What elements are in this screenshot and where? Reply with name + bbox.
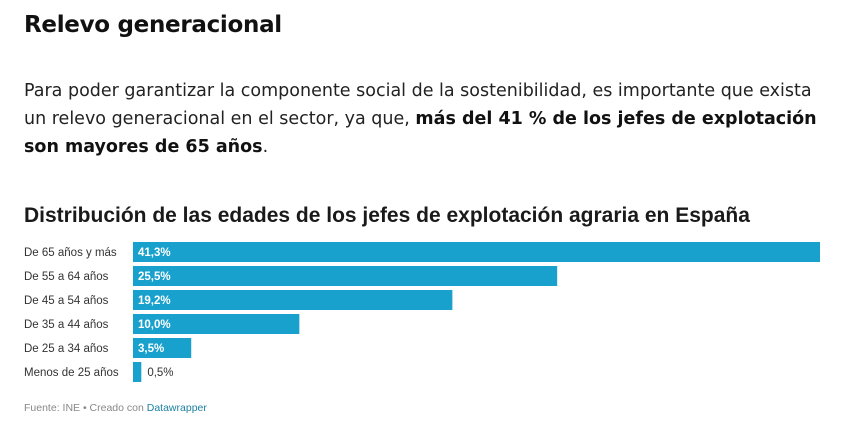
datawrapper-link[interactable]: Datawrapper: [146, 402, 207, 414]
value-label: 25,5%: [138, 271, 171, 283]
value-label: 41,3%: [138, 247, 171, 259]
chart-footer: Fuente: INE • Creado con Datawrapper: [24, 402, 207, 414]
category-label: De 25 a 34 años: [24, 343, 109, 355]
category-label: Menos de 25 años: [24, 367, 119, 379]
category-label: De 55 a 64 años: [24, 271, 109, 283]
source-note: Fuente: INE • Creado con: [24, 402, 147, 414]
value-label: 19,2%: [138, 295, 171, 307]
category-label: De 45 a 54 años: [24, 295, 109, 307]
value-label: 3,5%: [138, 343, 164, 355]
category-label: De 35 a 44 años: [24, 319, 109, 331]
value-label: 0,5%: [147, 367, 173, 379]
chart-title: Distribución de las edades de los jefes …: [24, 204, 750, 227]
intro-text-before: Para poder garantizar la componente soci…: [24, 81, 812, 129]
intro-paragraph: Para poder garantizar la componente soci…: [24, 77, 824, 161]
bar: [133, 314, 300, 334]
intro-bold-text: más del 41 % de los jefes de explotación…: [24, 109, 817, 157]
value-label: 10,0%: [138, 319, 171, 331]
section-heading: Relevo generacional: [24, 12, 282, 38]
intro-text-after: .: [262, 137, 269, 157]
bar: [133, 362, 142, 382]
bar: [133, 266, 558, 286]
category-label: De 65 años y más: [24, 247, 117, 259]
bar: [133, 290, 453, 310]
bar: [133, 242, 820, 262]
bar: [133, 338, 192, 358]
